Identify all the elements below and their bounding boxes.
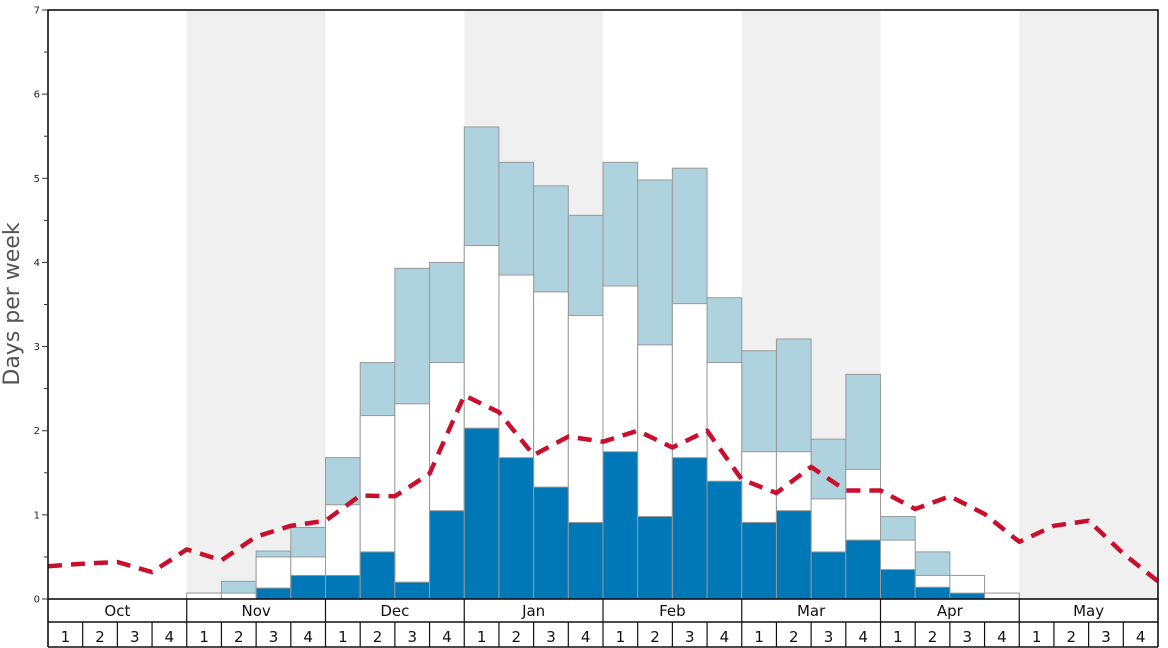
y-axis: 0 1 2 3 4 5 6 7 [34,6,48,606]
week-label: 1 [754,628,764,646]
week-label: 2 [650,628,660,646]
week-label: 1 [893,628,903,646]
trend-line-group [47,393,1160,584]
week-label: 3 [407,628,417,646]
week-label: 3 [546,628,556,646]
y-tick-label: 5 [34,174,40,185]
y-tick-label: 3 [34,342,40,353]
y-axis-title: Days per week [0,222,25,385]
y-tick-label: 2 [34,426,40,437]
month-label-dec: Dec [380,602,409,620]
bar-bottom-12 [463,427,500,600]
bar-bottom-15 [567,521,604,600]
bar-bottom-20 [741,521,777,600]
week-label: 4 [442,628,452,646]
bar-middle-27 [984,592,1020,600]
week-label: 4 [165,628,175,646]
bar-bottom-19 [706,480,743,600]
bar-bottom-18 [671,457,708,600]
bar-bottom-14 [533,486,569,600]
month-shade-may [1019,10,1158,599]
week-label: 3 [962,628,972,646]
bar-bottom-8 [325,574,361,600]
week-label: 4 [997,628,1007,646]
trend-line [47,393,1160,584]
month-label-jan: Jan [521,602,545,620]
y-tick-label: 6 [34,90,40,101]
bar-bottom-6 [255,587,292,600]
month-label-apr: Apr [937,602,964,620]
week-label: 3 [1101,628,1111,646]
week-label: 1 [61,628,71,646]
bar-bottom-22 [810,551,847,600]
bar-bottom-26 [949,592,986,600]
bar-middle-5 [220,592,257,600]
bar-bottom-10 [394,581,431,600]
month-label-may: May [1073,602,1104,620]
bar-bottom-9 [359,551,396,600]
week-label: 3 [824,628,834,646]
month-shade-nov [186,10,326,599]
week-label: 1 [1032,628,1042,646]
week-label: 1 [477,628,487,646]
bar-middle-10 [394,403,431,600]
month-label-feb: Feb [659,602,686,620]
week-label: 2 [928,628,938,646]
week-label: 3 [269,628,279,646]
week-label: 3 [130,628,140,646]
week-label: 1 [338,628,348,646]
bar-bottom-25 [914,586,951,600]
week-label: 2 [95,628,105,646]
week-label: 4 [581,628,591,646]
week-label: 4 [303,628,313,646]
bar-bottom-23 [845,539,881,600]
y-tick-label: 7 [34,6,40,17]
week-label: 3 [685,628,695,646]
week-label: 2 [789,628,799,646]
month-label-nov: Nov [241,602,270,620]
bars-group [186,126,1020,600]
bar-bottom-16 [602,451,639,600]
month-label-mar: Mar [797,602,826,620]
bar-bottom-7 [290,574,326,600]
week-label: 2 [373,628,383,646]
week-label: 4 [1136,628,1146,646]
bar-bottom-17 [637,516,673,600]
y-tick-label: 1 [34,510,40,521]
bar-middle-4 [186,592,222,600]
week-label: 2 [1067,628,1077,646]
week-label: 1 [199,628,209,646]
bar-bottom-24 [880,569,916,600]
week-label: 4 [858,628,868,646]
bar-bottom-11 [429,510,465,600]
month-label-oct: Oct [104,602,130,620]
y-tick-label: 4 [34,258,40,269]
y-tick-label: 0 [34,595,40,606]
week-label: 4 [720,628,730,646]
week-label: 2 [512,628,522,646]
x-axis: Oct 1 2 3 4 Nov 1 2 3 4 Dec 1 2 3 4 Jan 1 2 3 4 Feb 1 2 3 4 Mar 1 2… [47,599,1159,648]
bar-bottom-21 [775,510,812,600]
week-label: 1 [616,628,626,646]
week-label: 2 [234,628,244,646]
bar-bottom-13 [498,457,535,600]
